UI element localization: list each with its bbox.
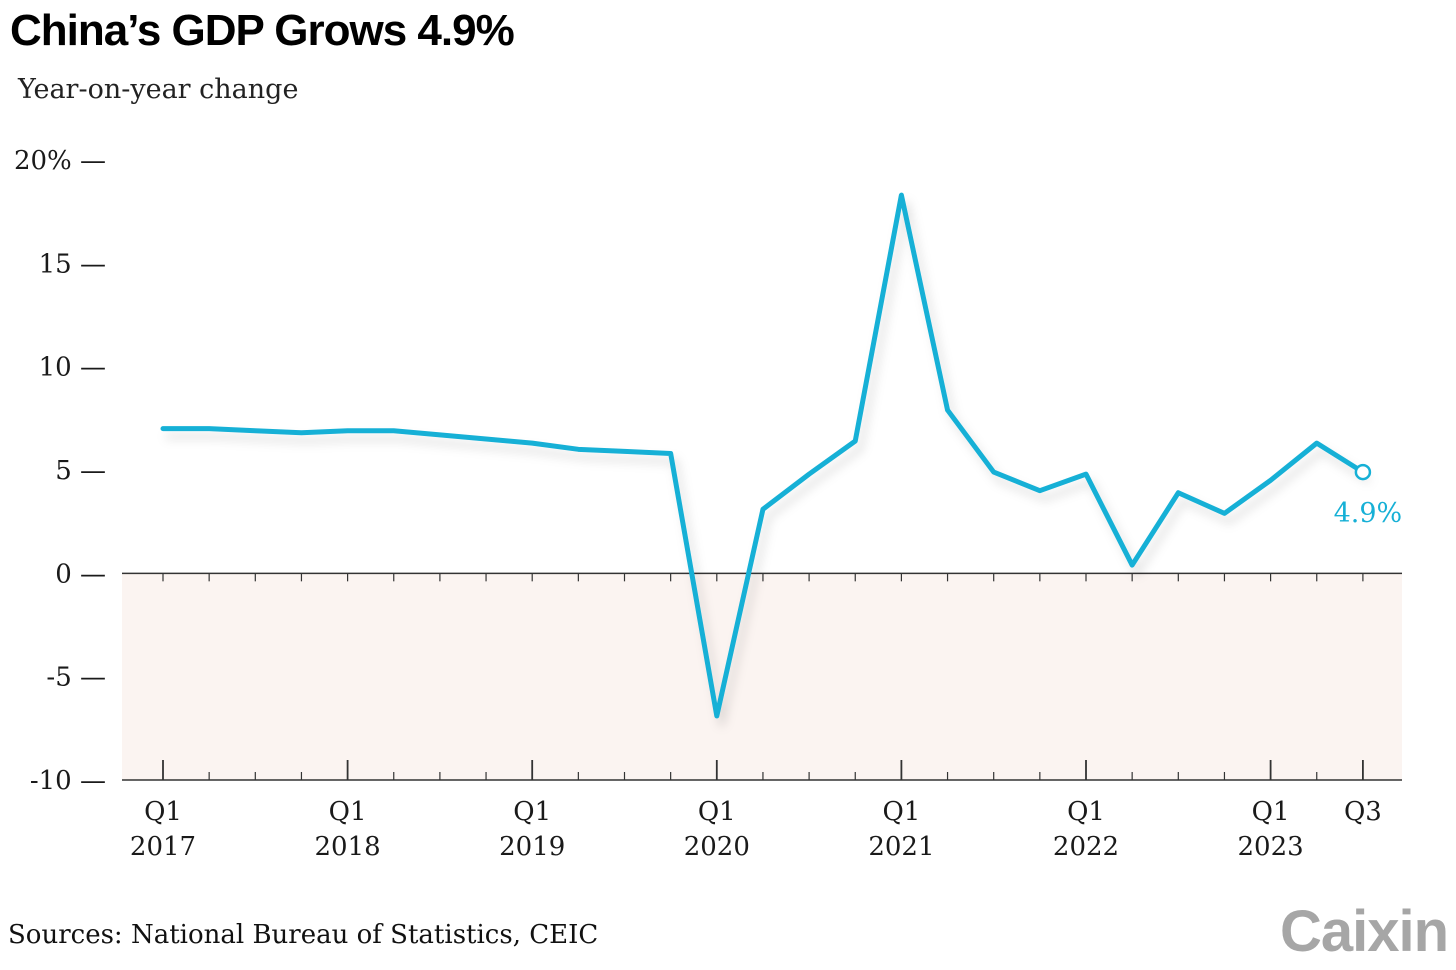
latest-value-label: 4.9% (1334, 498, 1403, 529)
x-tick-label-quarter: Q3 (1344, 797, 1382, 827)
data-point (760, 507, 765, 512)
data-point (345, 428, 350, 433)
x-tick-label-quarter: Q1 (1252, 797, 1290, 827)
chart-title: China’s GDP Grows 4.9% (10, 6, 515, 55)
data-point (576, 447, 581, 452)
data-point (391, 428, 396, 433)
y-tick-label: 0 — (55, 559, 106, 589)
x-tick-label-year: 2017 (130, 832, 196, 862)
x-tick-label-quarter: Q1 (882, 797, 920, 827)
data-point (207, 426, 212, 431)
data-point (622, 449, 627, 454)
data-point (853, 439, 858, 444)
data-point (991, 470, 996, 475)
x-tick-label-quarter: Q1 (329, 797, 367, 827)
chart-subtitle: Year-on-year change (18, 74, 299, 105)
data-point (437, 432, 442, 437)
x-tick-label-year: 2020 (684, 832, 750, 862)
data-point (945, 408, 950, 413)
source-note: Sources: National Bureau of Statistics, … (8, 920, 599, 950)
data-point (714, 713, 719, 718)
data-point (299, 430, 304, 435)
data-point (1037, 488, 1042, 493)
y-axis: 20% — 15 — 10 — 5 — 0 — -5 — -10 — (14, 146, 106, 796)
y-tick-label: 20% — (14, 146, 106, 176)
latest-value-marker (1354, 463, 1372, 481)
y-tick-label: 5 — (55, 456, 106, 486)
x-tick-label-quarter: Q1 (1067, 797, 1105, 827)
y-tick-label: -10 — (30, 766, 106, 796)
data-point (1176, 490, 1181, 495)
data-point (807, 472, 812, 477)
x-tick-label-year: 2021 (868, 832, 934, 862)
x-tick-label-quarter: Q1 (698, 797, 736, 827)
data-point (1222, 511, 1227, 516)
data-point (1084, 472, 1089, 477)
x-tick-label-year: 2019 (499, 832, 565, 862)
data-point (484, 437, 489, 442)
data-point (1268, 478, 1273, 483)
y-tick-label: -5 — (46, 663, 106, 693)
data-point (1130, 563, 1135, 568)
x-tick-label-quarter: Q1 (513, 797, 551, 827)
data-point (1314, 441, 1319, 446)
y-tick-label: 15 — (39, 249, 106, 279)
gdp-series-line (160, 192, 1366, 719)
x-tick-label-quarter: Q1 (144, 797, 182, 827)
data-point (161, 426, 166, 431)
y-tick-label: 10 — (39, 353, 106, 383)
x-tick-label-year: 2023 (1238, 832, 1304, 862)
x-axis: Q1 2017 Q1 2018 Q1 2019 Q1 2020 Q1 2021 Q1 2022 Q1 20… (130, 573, 1382, 862)
negative-region-band (122, 573, 1402, 780)
data-point (530, 441, 535, 446)
caixin-logo: Caixin (1279, 899, 1449, 964)
x-tick-label-year: 2022 (1053, 832, 1119, 862)
data-point (899, 193, 904, 198)
x-tick-label-year: 2018 (315, 832, 381, 862)
data-point (253, 428, 258, 433)
data-point (668, 451, 673, 456)
